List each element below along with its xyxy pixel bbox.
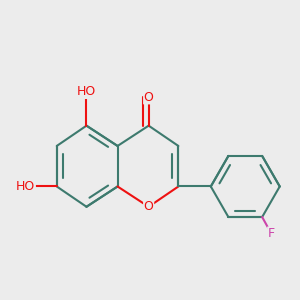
- Text: HO: HO: [16, 180, 35, 193]
- Text: O: O: [144, 200, 154, 213]
- Text: F: F: [268, 227, 275, 240]
- Text: HO: HO: [77, 85, 96, 98]
- Text: O: O: [144, 91, 154, 104]
